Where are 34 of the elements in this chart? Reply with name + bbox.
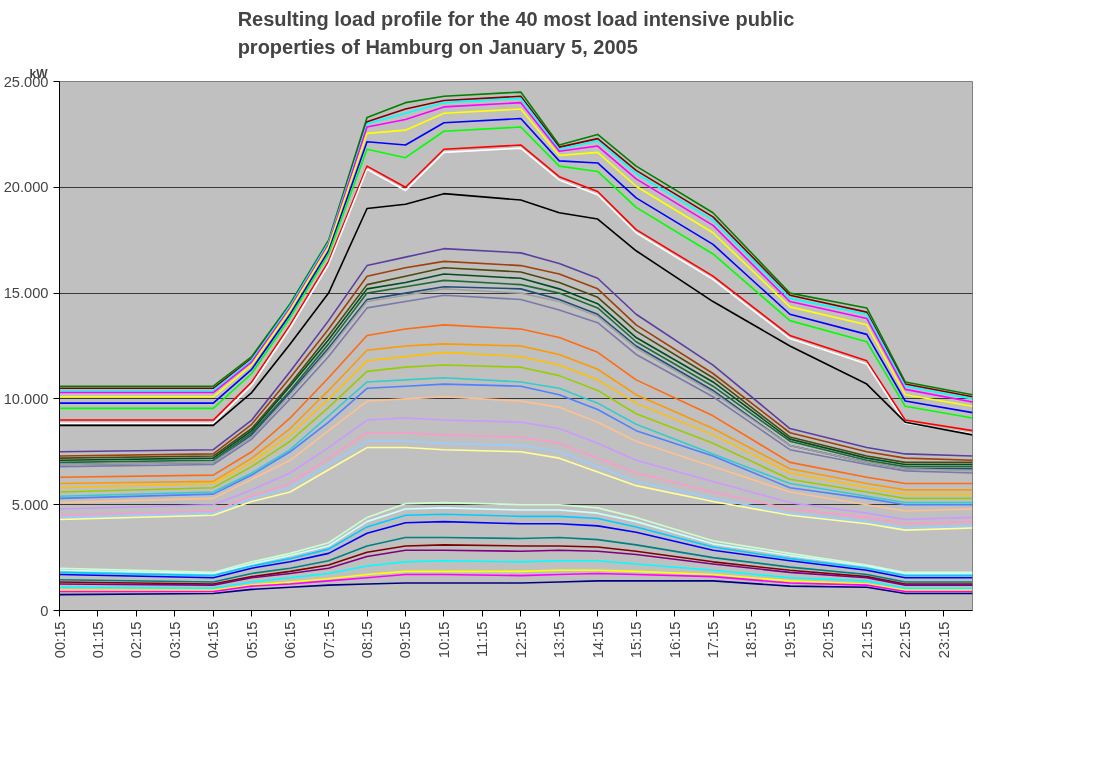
line-series xyxy=(59,536,973,583)
x-tick-label: 01:15 xyxy=(89,621,106,659)
x-tick-label: 19:15 xyxy=(781,621,798,659)
x-tick-label: 12:15 xyxy=(512,621,529,659)
x-tick-label: 09:15 xyxy=(397,621,414,659)
x-tick-label: 00:15 xyxy=(51,621,68,659)
x-tick-label: 20:15 xyxy=(820,621,837,659)
x-tick-label: 16:15 xyxy=(666,621,683,659)
line-series xyxy=(59,559,973,590)
x-tick-label: 13:15 xyxy=(551,621,568,659)
line-series xyxy=(59,417,973,521)
x-tick-label: 02:15 xyxy=(128,621,145,659)
y-tick-label: 10.000 xyxy=(3,390,49,407)
x-tick-label: 11:15 xyxy=(474,621,491,658)
x-tick-label: 18:15 xyxy=(743,621,760,659)
y-tick-label: 0 xyxy=(40,602,49,619)
x-tick-label: 04:15 xyxy=(205,621,222,659)
x-tick-label: 05:15 xyxy=(243,621,260,659)
x-tick-label: 21:15 xyxy=(858,621,875,659)
x-tick-label: 23:15 xyxy=(935,621,952,659)
chart-title: Resulting load profile for the 40 most load intensive public properties of Hamburg on January 5, 2005 xyxy=(237,7,795,59)
y-tick-label: 20.000 xyxy=(3,179,49,196)
x-tick-label: 06:15 xyxy=(282,621,299,659)
y-tick-label: 5.000 xyxy=(11,496,49,513)
line-series xyxy=(59,580,973,596)
x-tick-label: 08:15 xyxy=(359,621,376,659)
x-tick-label: 15:15 xyxy=(628,621,645,659)
y-tick-label: 15.000 xyxy=(3,285,49,302)
x-tick-label: 03:15 xyxy=(166,621,183,659)
x-tick-label: 10:15 xyxy=(435,621,452,659)
x-tick-label: 17:15 xyxy=(705,621,722,659)
x-tick-label: 07:15 xyxy=(320,621,337,659)
x-tick-label: 22:15 xyxy=(897,621,914,659)
x-tick-label: 14:15 xyxy=(589,621,606,659)
